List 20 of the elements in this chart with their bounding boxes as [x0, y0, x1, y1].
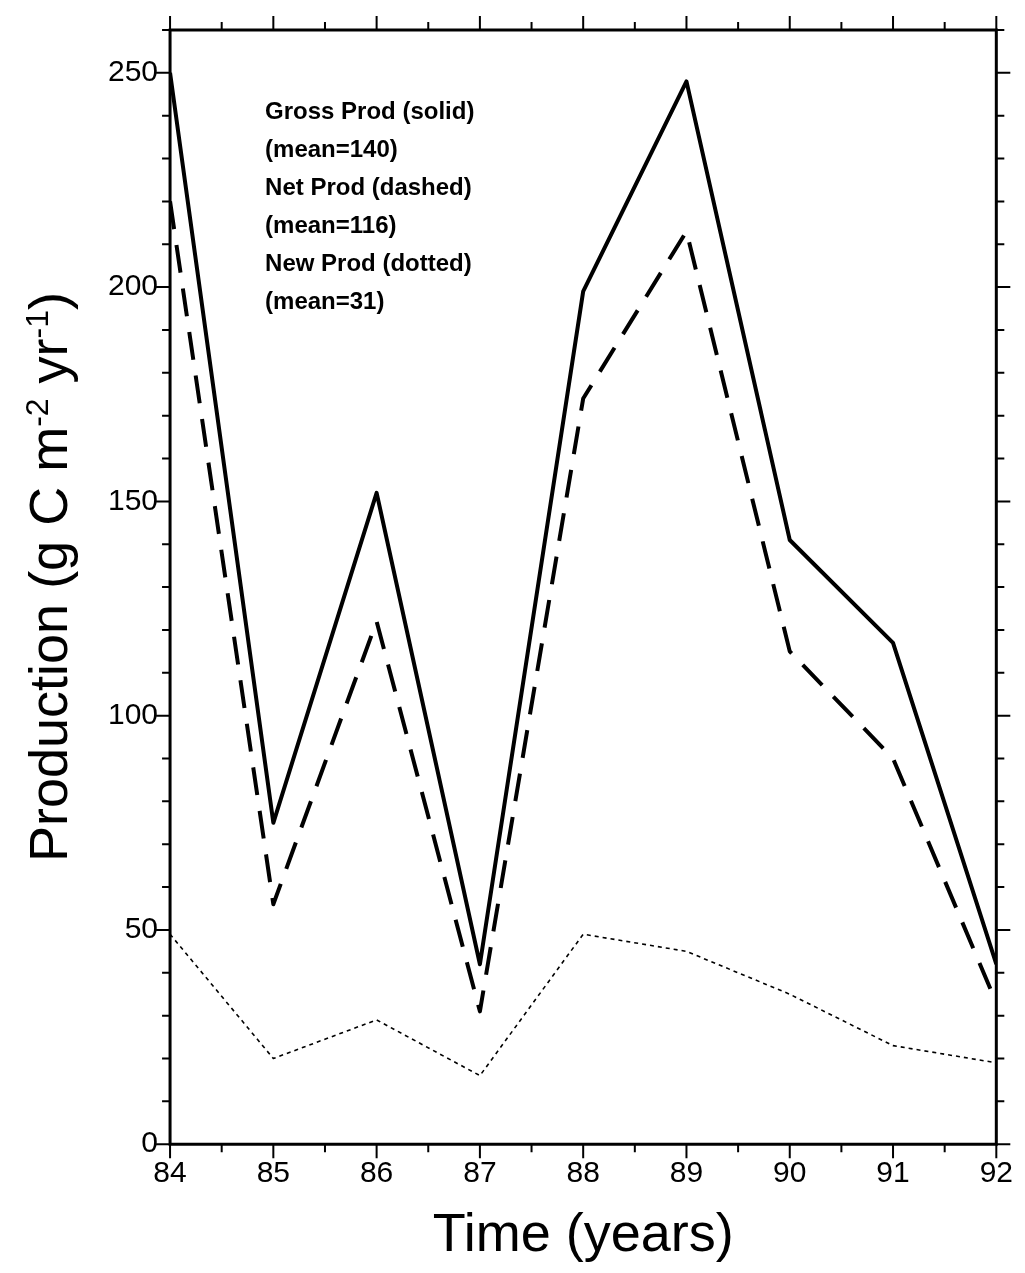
y-tick-label: 100: [107, 696, 159, 730]
y-tick-label: 150: [107, 482, 159, 516]
x-tick-label: 91: [876, 1155, 910, 1189]
y-tick-label: 50: [124, 911, 159, 945]
x-tick-label: 86: [359, 1155, 394, 1189]
annotation: (mean=31): [265, 286, 385, 314]
x-tick-label: 88: [566, 1155, 600, 1189]
annotation: Gross Prod (solid): [265, 96, 475, 124]
x-tick-label: 92: [979, 1155, 1013, 1189]
annotation: (mean=140): [265, 134, 398, 162]
y-tick-label: 200: [107, 268, 159, 302]
y-tick-label: 250: [107, 54, 159, 88]
x-axis-title: Time (years): [432, 1202, 734, 1263]
x-tick-label: 87: [463, 1155, 497, 1189]
x-tick-label: 85: [256, 1155, 291, 1189]
annotation: Net Prod (dashed): [265, 172, 472, 200]
x-tick-label: 90: [773, 1155, 807, 1189]
x-tick-label: 89: [669, 1155, 704, 1189]
annotation: New Prod (dotted): [265, 248, 472, 276]
annotation: (mean=116): [265, 210, 397, 238]
